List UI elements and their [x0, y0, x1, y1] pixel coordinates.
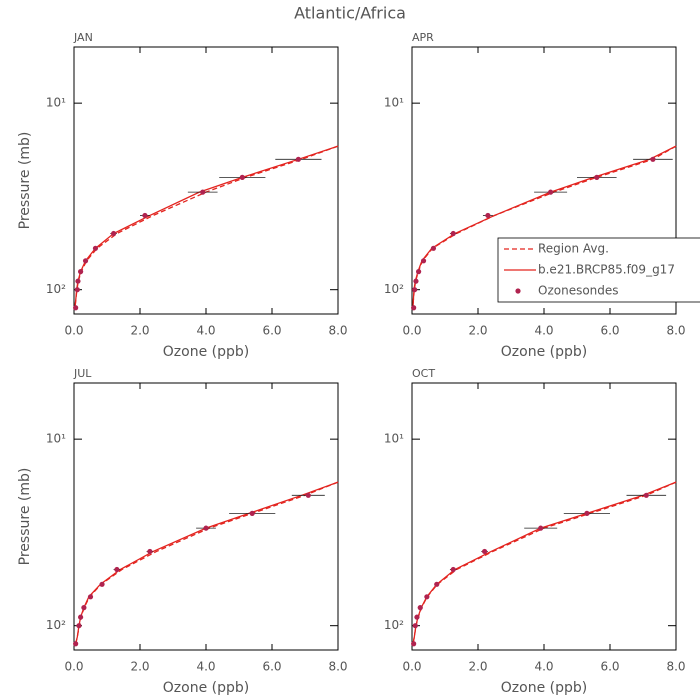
plot-frame [73, 46, 339, 315]
data-point [417, 605, 423, 611]
panel-title: APR [412, 31, 434, 44]
x-tick-label: 0.0 [402, 324, 421, 338]
x-tick-label: 4.0 [196, 660, 215, 674]
x-axis-label: Ozone (ppb) [163, 680, 249, 696]
y-tick-label: 10² [384, 618, 404, 632]
x-tick-label: 4.0 [534, 324, 553, 338]
x-axis-label: Ozone (ppb) [163, 344, 249, 360]
x-tick-label: 0.0 [64, 324, 83, 338]
y-tick-label: 10² [46, 618, 66, 632]
y-tick-label: 10² [46, 282, 66, 296]
x-axis-label: Ozone (ppb) [501, 680, 587, 696]
data-point [239, 174, 245, 180]
data-point [643, 492, 649, 498]
y-axis-label: Pressure (mb) [17, 132, 33, 230]
data-point [81, 605, 87, 611]
data-point [99, 581, 105, 587]
data-point [416, 269, 422, 275]
data-point [424, 594, 430, 600]
x-tick-label: 8.0 [666, 324, 685, 338]
plot-frame [411, 382, 677, 651]
y-tick-label: 10¹ [46, 432, 66, 446]
data-point [73, 641, 79, 647]
legend-label: b.e21.BRCP85.f09_g17 [538, 263, 675, 277]
data-point [450, 566, 456, 573]
data-point [650, 156, 656, 162]
x-tick-label: 2.0 [468, 660, 487, 674]
x-tick-label: 4.0 [196, 324, 215, 338]
dashed-line [75, 481, 339, 644]
data-point [82, 258, 89, 264]
line [74, 145, 339, 308]
legend-marker [515, 288, 521, 294]
data-point [412, 287, 418, 293]
x-tick-label: 4.0 [534, 660, 553, 674]
x-tick-label: 8.0 [666, 660, 685, 674]
data-point [200, 189, 206, 195]
x-tick-label: 2.0 [468, 324, 487, 338]
x-axis-label: Ozone (ppb) [501, 344, 587, 360]
data-point [76, 623, 82, 629]
x-tick-label: 0.0 [402, 660, 421, 674]
data-point [413, 278, 419, 284]
data-point [411, 305, 417, 311]
data-point [548, 189, 554, 195]
dashed-line [74, 145, 339, 308]
data-point [538, 525, 544, 531]
legend-label: Ozonesondes [538, 284, 619, 298]
data-point [584, 510, 590, 516]
data-point [411, 641, 417, 647]
data-point [295, 156, 301, 162]
x-tick-label: 0.0 [64, 660, 83, 674]
data-point [412, 623, 418, 629]
data-point [485, 212, 491, 219]
data-point [594, 174, 600, 180]
y-tick-label: 10¹ [384, 96, 404, 110]
data-point [114, 566, 120, 573]
data-point [78, 269, 84, 275]
data-point [249, 510, 255, 516]
data-point [78, 614, 84, 620]
data-point [92, 245, 99, 251]
data-point [450, 230, 456, 237]
panel-title: OCT [412, 367, 435, 380]
data-point [75, 278, 81, 284]
y-tick-label: 10¹ [384, 432, 404, 446]
x-tick-label: 8.0 [328, 324, 347, 338]
data-point [203, 525, 209, 531]
data-point [147, 548, 153, 555]
x-tick-label: 6.0 [262, 660, 281, 674]
panel-title: JUL [73, 367, 92, 380]
line [412, 481, 677, 644]
y-axis-label: Pressure (mb) [17, 468, 33, 566]
data-point [142, 212, 148, 219]
dashed-line [412, 481, 677, 644]
x-tick-label: 6.0 [600, 324, 619, 338]
panel-title: JAN [73, 31, 93, 44]
data-point [420, 258, 427, 264]
data-point [111, 230, 117, 237]
data-point [305, 492, 311, 498]
data-point [434, 581, 440, 587]
line [75, 481, 339, 644]
x-tick-label: 8.0 [328, 660, 347, 674]
data-point [482, 548, 488, 555]
plot-frame [73, 382, 339, 651]
data-point [414, 614, 420, 620]
x-tick-label: 6.0 [262, 324, 281, 338]
x-tick-label: 6.0 [600, 660, 619, 674]
legend-label: Region Avg. [538, 242, 609, 256]
y-tick-label: 10¹ [46, 96, 66, 110]
figure-title: Atlantic/Africa [294, 4, 406, 23]
data-point [74, 287, 80, 293]
y-tick-label: 10² [384, 282, 404, 296]
data-point [73, 305, 79, 311]
data-point [430, 245, 437, 251]
x-tick-label: 2.0 [130, 660, 149, 674]
x-tick-label: 2.0 [130, 324, 149, 338]
data-point [87, 594, 94, 600]
